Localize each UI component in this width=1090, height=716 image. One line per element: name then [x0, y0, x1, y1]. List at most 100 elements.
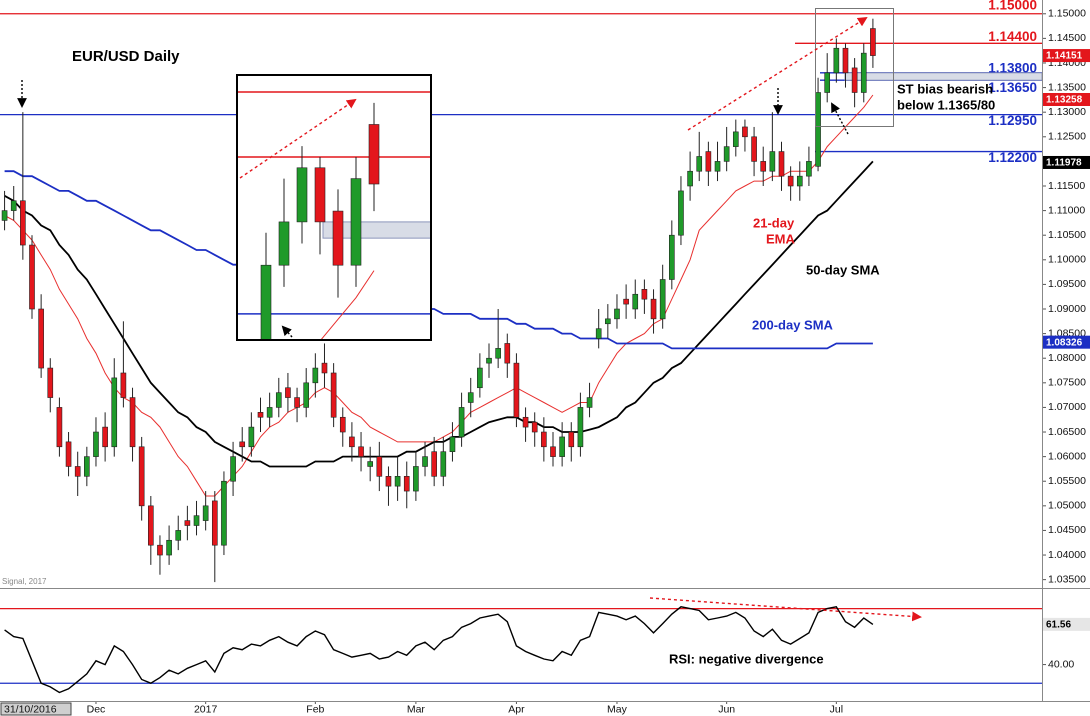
- level-label: 1.13650: [988, 80, 1037, 95]
- candle-body: [467, 392, 474, 403]
- candle-body: [102, 426, 108, 448]
- candle-body: [248, 426, 255, 448]
- candle-body: [714, 161, 721, 172]
- sma200-label: 200-day SMA: [752, 317, 834, 332]
- candle-body: [394, 476, 401, 487]
- candle-body: [796, 175, 803, 187]
- candle-body: [860, 52, 867, 93]
- candle-body: [20, 200, 26, 246]
- price-tag: [1043, 335, 1090, 349]
- candle-body: [787, 175, 794, 187]
- trend-arrow: [687, 16, 868, 131]
- candle-body: [321, 362, 328, 374]
- candle-body: [314, 167, 326, 223]
- candle-body: [332, 210, 344, 266]
- candle-body: [705, 151, 712, 172]
- sma50-label: 50-day SMA: [806, 262, 880, 277]
- candle-body: [586, 397, 593, 408]
- price-tag-label: 1.13258: [1046, 95, 1083, 106]
- candle-body: [403, 476, 410, 492]
- candle-body: [769, 151, 776, 172]
- candle-body: [531, 421, 538, 433]
- y-tick-label: 1.06500: [1048, 426, 1086, 438]
- candle-body: [148, 505, 154, 546]
- candle-body: [504, 343, 511, 364]
- y-tick-label: 1.05500: [1048, 475, 1086, 487]
- rsi-panel: [0, 606, 1042, 694]
- x-tick-label: Jul: [830, 703, 843, 715]
- inset-trend-arrow: [239, 98, 357, 179]
- candle-body: [138, 446, 145, 507]
- candle-body: [349, 436, 355, 448]
- candle-body: [696, 156, 703, 172]
- candle-body: [577, 407, 584, 448]
- y-tick-label: 1.07500: [1048, 377, 1086, 389]
- candle-body: [605, 318, 611, 325]
- candle-body: [368, 124, 380, 185]
- candle-body: [29, 244, 35, 310]
- candle-body: [175, 530, 182, 541]
- arrow: [831, 102, 849, 135]
- candle-body: [440, 451, 447, 477]
- candle-body: [294, 397, 300, 408]
- y-tick-label: 1.14500: [1048, 32, 1086, 44]
- candle-body: [93, 431, 99, 457]
- candle-body: [449, 436, 456, 453]
- price-tag-label: 1.14151: [1046, 51, 1083, 62]
- candle-body: [541, 431, 547, 448]
- level-label: 1.15000: [988, 0, 1037, 12]
- bias-note: ST bias bearish: [897, 81, 993, 96]
- candle-body: [568, 431, 575, 448]
- price-tag: [1043, 155, 1090, 169]
- x-tick-label: 2017: [194, 703, 218, 715]
- candle-body: [559, 436, 565, 457]
- candle-body: [65, 441, 72, 467]
- price-tag: [1043, 49, 1090, 63]
- y-tick-label: 1.03500: [1048, 573, 1086, 585]
- candle-body: [74, 466, 81, 477]
- candle-body: [330, 372, 337, 418]
- price-tag-label: 1.08326: [1046, 337, 1083, 348]
- ema-label: 21-day: [753, 215, 795, 230]
- x-tick-label: Apr: [508, 703, 525, 715]
- y-tick-label: 1.10000: [1048, 254, 1086, 266]
- candle-body: [595, 328, 602, 339]
- level-label: 1.14400: [988, 29, 1037, 44]
- candle-body: [732, 131, 739, 147]
- candle-body: [202, 505, 209, 521]
- candle-body: [650, 298, 657, 320]
- candle-body: [367, 461, 373, 467]
- candle-body: [184, 520, 191, 526]
- price-tag-label: 1.11978: [1046, 158, 1082, 169]
- candle-body: [260, 264, 272, 339]
- source: Signal, 2017: [2, 577, 47, 586]
- moving-average: [4, 160, 874, 468]
- candle-body: [659, 279, 666, 320]
- candle-body: [230, 456, 236, 482]
- candle-body: [486, 357, 492, 364]
- candle-body: [385, 476, 392, 487]
- candle-body: [221, 480, 227, 546]
- rsi-tick-label: 40.00: [1048, 658, 1074, 670]
- candle-body: [760, 161, 767, 172]
- candle-body: [477, 367, 483, 389]
- candle-body: [870, 28, 876, 56]
- zoom-box: [815, 8, 894, 127]
- y-tick-label: 1.09000: [1048, 303, 1086, 315]
- x-label-box: [0, 702, 72, 716]
- x-tick-label: Mar: [407, 703, 426, 715]
- candle-body: [806, 161, 812, 177]
- y-tick-label: 1.08000: [1048, 352, 1086, 364]
- candle-body: [120, 372, 127, 398]
- candle-body: [751, 136, 757, 162]
- candle-body: [38, 308, 44, 369]
- candle-body: [285, 387, 291, 398]
- y-tick-label: 1.13000: [1048, 106, 1086, 118]
- x-tick-label: 31/10/2016: [4, 703, 57, 715]
- candle-body: [431, 451, 437, 477]
- candle-body: [239, 441, 246, 448]
- candle-body: [614, 308, 620, 320]
- level-label: 1.12950: [988, 113, 1037, 128]
